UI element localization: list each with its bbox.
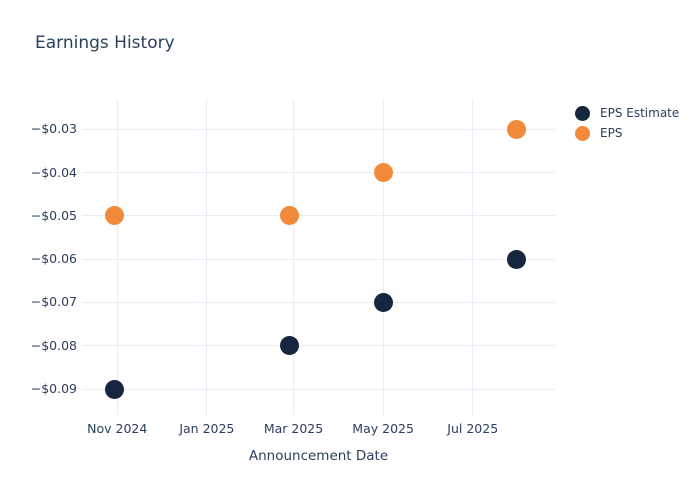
vertical-gridline	[206, 99, 208, 415]
y-tick-label: −$0.07	[30, 294, 77, 310]
eps-estimate-marker-icon	[575, 105, 590, 121]
eps-point[interactable]	[507, 119, 527, 139]
y-tick-label: −$0.04	[30, 164, 77, 180]
eps-estimate-point[interactable]	[373, 292, 393, 312]
x-tick-label: Nov 2024	[87, 421, 148, 436]
eps-point[interactable]	[279, 206, 299, 226]
chart-title: Earnings History	[35, 33, 175, 53]
legend-label-eps-estimate: EPS Estimate	[600, 106, 680, 120]
x-tick-label: May 2025	[352, 421, 414, 436]
eps-estimate-point[interactable]	[507, 249, 527, 269]
vertical-gridline	[116, 99, 118, 415]
x-tick-label: Jan 2025	[179, 421, 235, 436]
vertical-gridline	[472, 99, 474, 415]
y-tick-label: −$0.03	[30, 121, 77, 137]
x-tick-label: Mar 2025	[263, 421, 324, 436]
horizontal-gridline	[82, 301, 555, 303]
legend-label-eps: EPS	[600, 126, 623, 140]
vertical-gridline	[382, 99, 384, 415]
eps-point[interactable]	[373, 163, 393, 183]
x-tick-label: Jul 2025	[447, 421, 499, 436]
x-axis-title: Announcement Date	[248, 448, 389, 464]
horizontal-gridline	[82, 172, 555, 174]
vertical-gridline	[293, 99, 295, 415]
horizontal-gridline	[82, 128, 555, 130]
horizontal-gridline	[82, 388, 555, 390]
y-tick-label: −$0.05	[30, 207, 77, 223]
y-tick-label: −$0.06	[30, 251, 77, 267]
eps-marker-icon	[575, 125, 590, 141]
eps-point[interactable]	[104, 206, 124, 226]
horizontal-gridline	[82, 258, 555, 260]
legend: EPS Estimate EPS	[571, 103, 679, 143]
y-tick-label: −$0.09	[30, 381, 77, 397]
legend-item-eps[interactable]: EPS	[571, 123, 679, 143]
horizontal-gridline	[82, 215, 555, 217]
y-tick-label: −$0.08	[30, 337, 77, 353]
eps-estimate-point[interactable]	[104, 379, 124, 399]
legend-item-eps-estimate[interactable]: EPS Estimate	[571, 103, 679, 123]
plot-area[interactable]	[82, 99, 555, 415]
eps-estimate-point[interactable]	[279, 336, 299, 356]
horizontal-gridline	[82, 345, 555, 347]
